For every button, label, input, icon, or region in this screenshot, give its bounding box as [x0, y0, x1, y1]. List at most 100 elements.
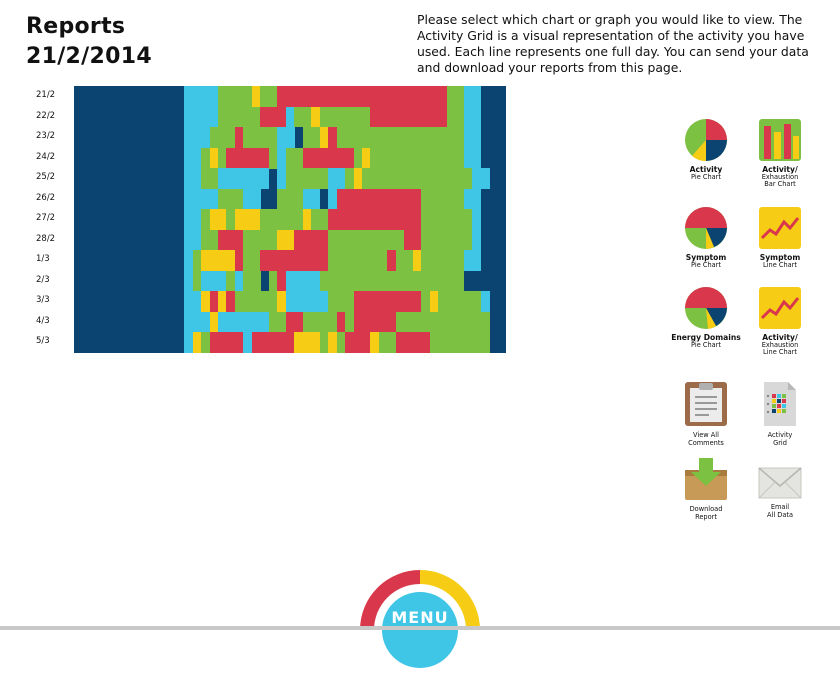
- activity-cell: [438, 229, 448, 251]
- activity-cell: [472, 147, 482, 169]
- activity-cell: [463, 291, 473, 313]
- activity-cell: [370, 106, 380, 128]
- activity-cell: [251, 168, 261, 190]
- activity-cell: [251, 270, 261, 292]
- download-report-button[interactable]: Download Report: [671, 456, 741, 521]
- activity-cell: [218, 127, 228, 148]
- activity-cell: [421, 229, 431, 251]
- activity-cell: [209, 188, 219, 210]
- activity-cell: [429, 332, 439, 354]
- activity-cell: [251, 127, 261, 148]
- report-label-line1: Activity: [689, 165, 723, 174]
- view-all-comments-button[interactable]: View All Comments: [671, 380, 741, 447]
- activity-cell: [234, 188, 244, 210]
- day-label: 3/3: [36, 295, 50, 306]
- activity-cell: [311, 332, 321, 354]
- activity-cell: [472, 250, 482, 272]
- activity-cell: [395, 311, 405, 333]
- activity-cell: [446, 250, 456, 272]
- activity-cell: [404, 332, 414, 354]
- activity-cell: [294, 168, 304, 190]
- activity-cell: [370, 291, 380, 313]
- activity-cell: [378, 127, 388, 148]
- activity-cell: [328, 270, 338, 292]
- activity-cell: [285, 86, 295, 107]
- activity-cell: [251, 86, 261, 107]
- activity-cell: [387, 311, 397, 333]
- activity-cell: [192, 106, 202, 128]
- activity-cell: [285, 332, 295, 354]
- activity-cell: [353, 168, 363, 190]
- activity-cell: [429, 188, 439, 210]
- activity-pie-chart-button[interactable]: Activity Pie Chart: [671, 118, 741, 181]
- activity-cell: [268, 127, 278, 148]
- activity-cell: [438, 250, 448, 272]
- activity-cell: [362, 311, 372, 333]
- activity-cell: [438, 311, 448, 333]
- activity-cell: [455, 209, 465, 231]
- activity-cell: [251, 229, 261, 251]
- report-label-line1: Activity: [767, 431, 793, 439]
- activity-cell: [463, 311, 473, 333]
- activity-cell: [404, 209, 414, 231]
- menu-button[interactable]: MENU: [358, 568, 482, 692]
- activity-cell: [429, 86, 439, 107]
- activity-cell: [311, 209, 321, 231]
- activity-cell: [251, 106, 261, 128]
- activity-cell: [201, 311, 211, 333]
- activity-cell: [243, 311, 253, 333]
- activity-cell: [209, 311, 219, 333]
- activity-cell: [404, 106, 414, 128]
- activity-cell: [201, 168, 211, 190]
- activity-cell: [201, 127, 211, 148]
- download-box-icon: [671, 456, 741, 506]
- activity-cell: [446, 127, 456, 148]
- day-label: 5/3: [36, 336, 50, 347]
- activity-cell: [378, 332, 388, 354]
- activity-cell: [268, 311, 278, 333]
- symptom-line-chart-button[interactable]: Symptom Line Chart: [745, 206, 815, 269]
- activity-cell: [285, 229, 295, 251]
- activity-cell: [395, 270, 405, 292]
- activity-cell: [184, 270, 194, 292]
- activity-cell: [353, 250, 363, 272]
- activity-cell: [201, 332, 211, 354]
- activity-cell: [336, 291, 346, 313]
- activity-exhaustion-bar-chart-button[interactable]: Activity/ Exhaustion Bar Chart: [745, 118, 815, 189]
- activity-cell: [302, 127, 312, 148]
- activity-cell: [243, 168, 253, 190]
- activity-cell: [362, 291, 372, 313]
- activity-cell: [446, 291, 456, 313]
- activity-cell: [455, 332, 465, 354]
- activity-cell: [463, 86, 473, 107]
- activity-cell: [378, 250, 388, 272]
- energy-domains-pie-chart-button[interactable]: Energy Domains Pie Chart: [671, 286, 741, 349]
- activity-cell: [192, 209, 202, 231]
- activity-cell: [311, 147, 321, 169]
- activity-cell: [243, 147, 253, 169]
- activity-cell: [336, 229, 346, 251]
- symptom-pie-chart-button[interactable]: Symptom Pie Chart: [671, 206, 741, 269]
- activity-exhaustion-line-chart-button[interactable]: Activity/ Exhaustion Line Chart: [745, 286, 815, 357]
- activity-cell: [294, 147, 304, 169]
- activity-cell: [201, 291, 211, 313]
- activity-cell: [319, 250, 329, 272]
- activity-cell: [362, 147, 372, 169]
- activity-cell: [234, 209, 244, 231]
- pie-chart-icon: [671, 206, 741, 254]
- report-label-line1: Symptom: [685, 253, 727, 262]
- activity-cell: [201, 147, 211, 169]
- activity-cell: [472, 229, 482, 251]
- activity-cell: [243, 250, 253, 272]
- activity-grid-button[interactable]: Activity Grid: [745, 380, 815, 447]
- activity-cell: [438, 291, 448, 313]
- activity-cell: [353, 106, 363, 128]
- activity-cell: [226, 270, 236, 292]
- email-all-data-button[interactable]: Email All Data: [745, 464, 815, 519]
- activity-cell: [260, 250, 270, 272]
- activity-cell: [319, 127, 329, 148]
- activity-cell: [362, 168, 372, 190]
- activity-cell: [209, 86, 219, 107]
- activity-cell: [463, 168, 473, 190]
- activity-cell: [429, 311, 439, 333]
